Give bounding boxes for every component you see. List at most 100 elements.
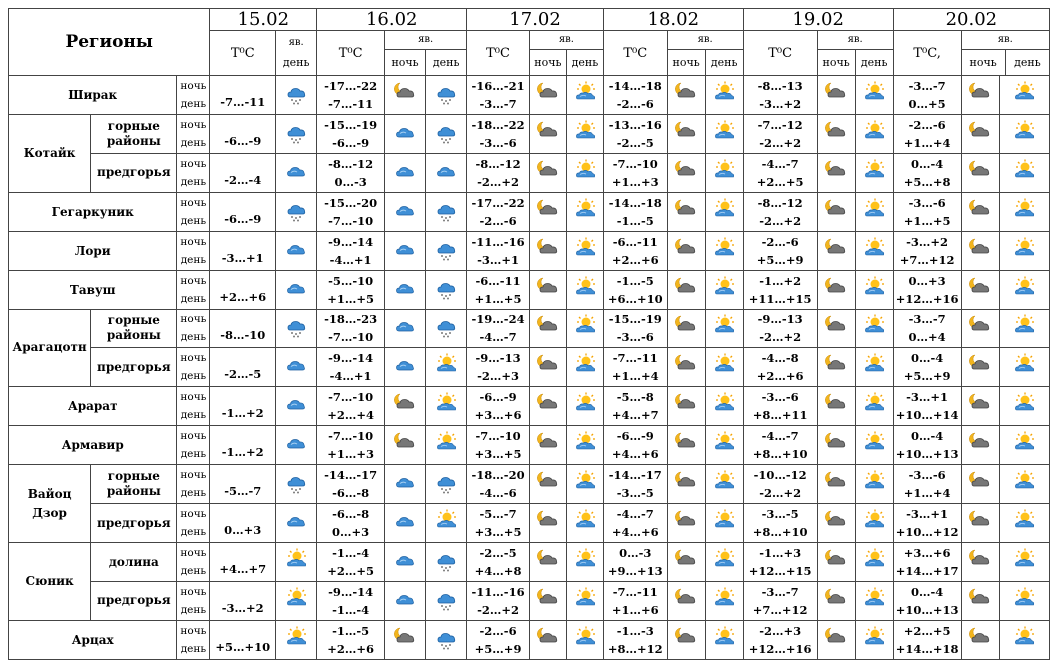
sun-cloud-icon [713,587,735,615]
temp-cell: -13…-16 -2…-5 [602,113,668,154]
night-moon-cloud-icon [537,314,559,342]
day-weather-cell [565,542,604,582]
day-weather-cell [565,464,604,505]
day-label: день [180,642,207,655]
day-temp: +1…+3 [327,447,374,462]
day-weather-cell [998,425,1051,466]
sun-cloud-icon [1013,81,1035,109]
night-day-label: ночь день [176,308,211,349]
day-temp: -1…-4 [332,602,370,617]
day-temp: +2…+6 [611,252,659,267]
day-weather-cell [854,464,894,505]
day-temp: 0…+3 [332,525,370,540]
temp-cell: 0…+3 +12…+16 [892,269,962,310]
night-weather-cell [960,464,1000,505]
temp-cell: -6…-9 +3…+6 [466,386,530,427]
sun-cloud-icon [574,120,596,148]
night-moon-cloud-icon [825,237,847,265]
day-weather-cell [425,75,468,115]
night-moon-cloud-icon [394,626,416,654]
sun-cloud-icon [1013,237,1035,265]
yav-label: яв. [288,37,304,48]
night-day-label: ночь день [176,542,211,582]
snow-cloud-icon [285,470,307,498]
night-day-label: ночь день [176,580,211,621]
day-weather-cell [854,542,894,582]
yav-header: яв. ночь день [384,30,468,76]
temp-cell: 0…-4 +5…+8 [892,152,962,193]
snow-cloud-icon [435,198,457,226]
night-weather-cell [528,386,567,427]
yav-header: яв. ночь день [960,30,1051,76]
temp-day1: +2…+6 [209,269,277,310]
night-moon-cloud-icon [825,470,847,498]
night-weather-cell [528,542,567,582]
night-label: ночь [818,50,856,75]
temp-cell: -2…-6 +5…+9 [466,619,530,661]
night-temp: -7…-10 [612,156,658,171]
day-temp: +4…+8 [474,564,522,579]
night-weather-cell [816,619,856,661]
cloud-icon [285,509,307,537]
day-temp: +10…+14 [895,408,959,423]
night-moon-cloud-icon [969,314,991,342]
day-weather-cell [425,464,468,505]
night-weather-cell [816,269,856,310]
region-name: Тавуш [7,269,178,310]
day-temp: +8…+10 [752,525,808,540]
night-moon-cloud-icon [537,392,559,420]
day-temp: -7…-10 [328,213,374,228]
night-temp: -14…-17 [324,468,378,483]
night-weather-cell [528,269,567,310]
night-weather-cell [960,425,1000,466]
temp-cell: -2…-6 +1…+4 [892,113,962,154]
temp-cell: -4…-7 +4…+6 [602,503,668,544]
night-moon-cloud-icon [825,587,847,615]
sun-cloud-icon [435,392,457,420]
sun-cloud-icon [574,276,596,304]
day-temp: +3…+5 [474,447,522,462]
night-temp: -2…-5 [479,546,517,561]
day-label: день [710,56,738,69]
day-label: день [180,487,207,500]
night-label: ночь [180,585,207,598]
day-weather-cell [854,386,894,427]
sun-cloud-icon [1013,353,1035,381]
sun-cloud-icon [863,198,885,226]
night-temp: -9…-13 [757,312,803,327]
night-moon-cloud-icon [969,120,991,148]
night-day-label: ночь день [176,75,211,115]
day-weather-cell [425,425,468,466]
night-temp: -6…-11 [612,234,658,249]
day-label: день [180,97,207,110]
night-moon-cloud-icon [969,159,991,187]
night-moon-cloud-icon [675,626,697,654]
day-label: день [180,448,207,461]
day-weather-cell [854,113,894,154]
sun-cloud-icon [713,276,735,304]
day-temp: +5…+9 [474,641,522,656]
night-temp: -8…-12 [757,195,803,210]
night-weather-cell [666,230,706,271]
temp-cell: -17…-22 -7…-11 [316,75,386,115]
night-temp: -8…-12 [328,156,374,171]
temp-cell: -1…+3 +12…+15 [742,542,818,582]
subregion-name: предгорья [90,347,178,388]
night-weather-cell [816,113,856,154]
day-temp: -3…-6 [479,135,517,150]
sun-cloud-icon [863,237,885,265]
region-name: Армавир [7,425,178,466]
date-header: 16.02 [316,8,468,31]
night-moon-cloud-icon [675,392,697,420]
sun-cloud-icon [574,392,596,420]
cloud-icon [285,159,307,187]
night-weather-cell [384,542,427,582]
day-label: день [282,56,310,69]
temp-cell: -6…-9 +4…+6 [602,425,668,466]
day-weather-cell [854,308,894,349]
day-weather-cell [704,191,744,232]
day-weather-cell [998,386,1051,427]
night-temp: -14…-18 [608,78,662,93]
day-weather-cell [704,542,744,582]
day-weather-cell [704,619,744,661]
